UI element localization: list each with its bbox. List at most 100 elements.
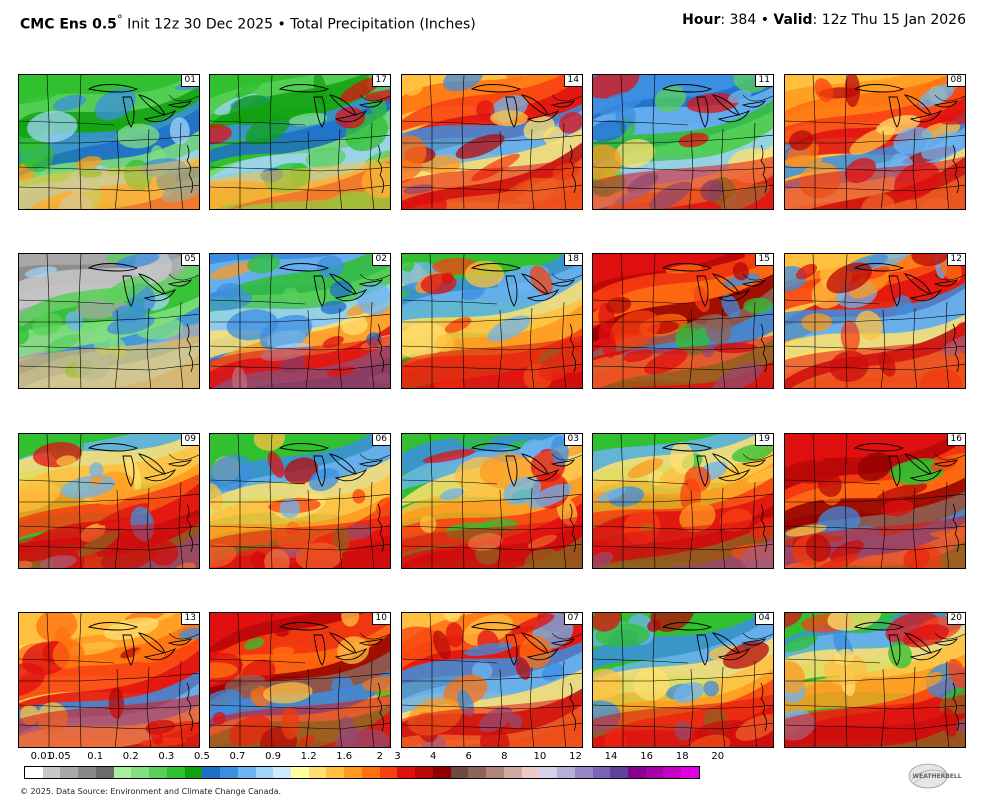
- colorbar-tick-label: 3: [394, 751, 401, 762]
- colorbar-swatch: [397, 767, 416, 778]
- ensemble-member-panel: 07: [401, 612, 583, 748]
- ensemble-member-panel: 15: [592, 253, 774, 389]
- weatherbell-logo-icon: WEATHERBELL: [908, 763, 962, 789]
- colorbar: [24, 766, 700, 779]
- colorbar-swatch: [379, 767, 398, 778]
- member-label: 16: [946, 434, 965, 446]
- colorbar-swatch: [273, 767, 292, 778]
- precip-map: [402, 434, 582, 568]
- colorbar-tick-label: 10: [533, 751, 547, 762]
- colorbar-swatch: [681, 767, 699, 778]
- colorbar-swatch: [539, 767, 558, 778]
- member-label: 18: [563, 254, 582, 266]
- ensemble-member-panel: 05: [18, 253, 200, 389]
- colorbar-swatch: [326, 767, 345, 778]
- valid-time: Hour: 384 • Valid: 12z Thu 15 Jan 2026: [682, 12, 966, 28]
- valid-value: : 12z Thu 15 Jan 2026: [812, 12, 966, 28]
- colorbar-swatch: [450, 767, 469, 778]
- colorbar-swatch: [468, 767, 487, 778]
- ensemble-member-panel: 04: [592, 612, 774, 748]
- colorbar-swatch: [308, 767, 327, 778]
- colorbar-tick-label: 18: [675, 751, 689, 762]
- colorbar-tick-label: 0.1: [87, 751, 104, 762]
- precip-map: [402, 613, 582, 747]
- member-label: 11: [754, 75, 773, 87]
- colorbar-swatch: [149, 767, 167, 778]
- colorbar-tick-label: 0.05: [48, 751, 71, 762]
- colorbar-swatch: [291, 767, 309, 778]
- precip-map: [785, 613, 965, 747]
- colorbar-swatch: [113, 767, 132, 778]
- colorbar-tick-label: 20: [711, 751, 725, 762]
- colorbar-tick-label: 4: [429, 751, 437, 762]
- member-label: 14: [563, 75, 582, 87]
- degree-mark: °: [116, 12, 123, 26]
- ensemble-member-panel: 06: [209, 433, 391, 569]
- colorbar-swatch: [131, 767, 150, 778]
- precip-map: [210, 434, 390, 568]
- valid-label: Valid: [773, 12, 813, 28]
- member-label: 08: [946, 75, 965, 87]
- member-label: 02: [371, 254, 390, 266]
- colorbar-swatch: [610, 767, 628, 778]
- colorbar-tick-label: 6: [465, 751, 472, 762]
- colorbar-tick-label: 0.5: [193, 751, 210, 762]
- precip-map: [593, 434, 773, 568]
- hour-label: Hour: [682, 12, 721, 28]
- precip-map: [19, 75, 199, 209]
- colorbar-tick-label: 1.2: [300, 751, 317, 762]
- colorbar-swatch: [592, 767, 611, 778]
- colorbar-swatch: [255, 767, 274, 778]
- member-label: 19: [754, 434, 773, 446]
- precip-map: [210, 75, 390, 209]
- member-label: 17: [371, 75, 390, 87]
- colorbar-swatch: [184, 767, 203, 778]
- member-label: 20: [946, 613, 965, 625]
- ensemble-member-panel: 08: [784, 74, 966, 210]
- footer-credit: © 2025. Data Source: Environment and Cli…: [20, 787, 282, 796]
- chart-title: CMC Ens 0.5° Init 12z 30 Dec 2025 • Tota…: [20, 12, 476, 33]
- ensemble-member-panel: 03: [401, 433, 583, 569]
- member-label: 15: [754, 254, 773, 266]
- hour-value: : 384 •: [720, 12, 774, 28]
- ensemble-member-panel: 16: [784, 433, 966, 569]
- ensemble-member-panel: 19: [592, 433, 774, 569]
- colorbar-swatch: [432, 767, 451, 778]
- ensemble-member-panel: 12: [784, 253, 966, 389]
- ensemble-member-panel: 18: [401, 253, 583, 389]
- ensemble-member-panel: 14: [401, 74, 583, 210]
- colorbar-swatch: [42, 767, 61, 778]
- colorbar-tick-label: 12: [569, 751, 582, 762]
- precip-map: [593, 613, 773, 747]
- member-label: 01: [180, 75, 199, 87]
- ensemble-member-panel: 13: [18, 612, 200, 748]
- colorbar-ticks: 0.01 0.05 0.1 0.2 0.3 0.5 0.7 0.9 1.2 1.6 2 3 4 6 8 10 1…: [24, 751, 725, 764]
- colorbar-swatch: [521, 767, 540, 778]
- colorbar-swatch: [344, 767, 362, 778]
- ensemble-member-panel: 09: [18, 433, 200, 569]
- colorbar-swatch: [663, 767, 682, 778]
- colorbar-tick-label: 0.7: [229, 751, 246, 762]
- colorbar-swatch: [166, 767, 185, 778]
- member-label: 04: [754, 613, 773, 625]
- precip-map: [210, 254, 390, 388]
- colorbar-tick-label: 0.2: [122, 751, 139, 762]
- colorbar-swatch: [557, 767, 575, 778]
- precip-map: [402, 75, 582, 209]
- ensemble-member-panel: 20: [784, 612, 966, 748]
- init-text: Init 12z 30 Dec 2025 • Total Precipitati…: [122, 16, 476, 33]
- colorbar-tick-label: 16: [640, 751, 653, 762]
- ensemble-member-panel: 17: [209, 74, 391, 210]
- colorbar-swatch: [645, 767, 664, 778]
- colorbar-swatch: [574, 767, 593, 778]
- colorbar-swatch: [202, 767, 221, 778]
- colorbar-swatch: [627, 767, 646, 778]
- member-label: 06: [371, 434, 390, 446]
- colorbar-swatch: [25, 767, 43, 778]
- member-label: 13: [180, 613, 199, 625]
- colorbar-tick-label: 0.3: [158, 751, 175, 762]
- ensemble-member-panel: 10: [209, 612, 391, 748]
- ensemble-member-panel: 02: [209, 253, 391, 389]
- colorbar-swatch: [415, 767, 433, 778]
- precip-map: [210, 613, 390, 747]
